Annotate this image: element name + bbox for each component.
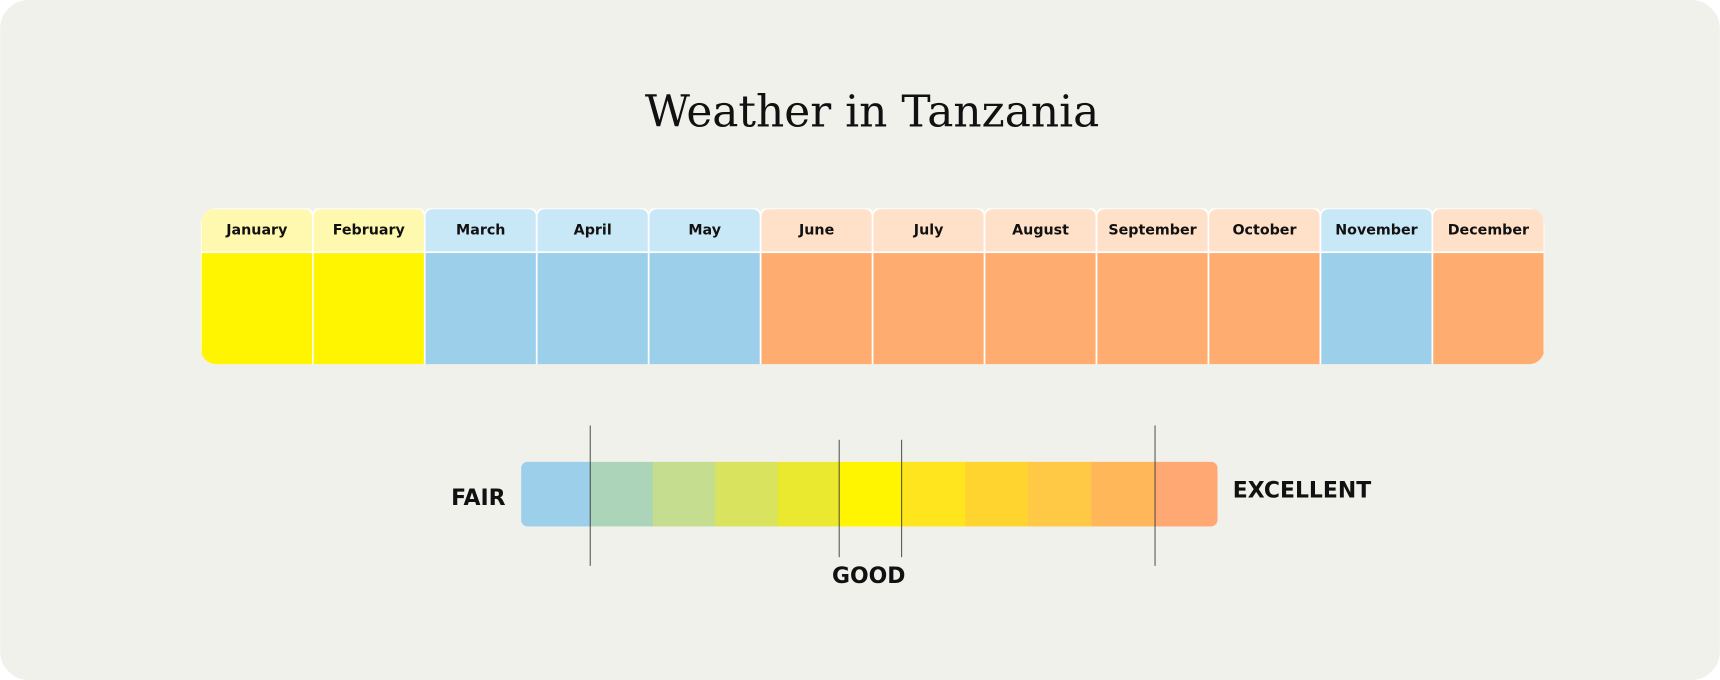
month-cell bbox=[759, 251, 874, 365]
month-label: June bbox=[798, 222, 834, 238]
month-cell bbox=[535, 251, 650, 365]
legend-mid: GOOD bbox=[832, 564, 905, 589]
month-table: January February March April May June July Augu… bbox=[200, 208, 1545, 365]
legend-segment bbox=[901, 461, 966, 527]
legend-segment bbox=[965, 461, 1029, 527]
legend-segment bbox=[1027, 461, 1092, 527]
month-label: May bbox=[688, 222, 721, 238]
legend-segment bbox=[652, 461, 716, 527]
legend-segment bbox=[715, 461, 779, 527]
month-label: October bbox=[1232, 222, 1296, 238]
legend-segment bbox=[521, 461, 591, 527]
month-label: February bbox=[333, 222, 406, 238]
month-cell bbox=[200, 251, 314, 365]
title: Weather in Tanzania bbox=[645, 87, 1099, 138]
month-label: December bbox=[1448, 222, 1529, 238]
month-label: April bbox=[574, 222, 612, 238]
legend-segment bbox=[590, 461, 654, 527]
month-cell bbox=[647, 251, 762, 365]
legend-segment bbox=[1155, 461, 1218, 527]
month-cell bbox=[1095, 251, 1210, 365]
legend: FAIR GOOD EXCELLENT bbox=[451, 425, 1371, 589]
month-label: March bbox=[456, 222, 505, 238]
month-cell bbox=[871, 251, 986, 365]
month-cell bbox=[311, 251, 426, 365]
month-label: August bbox=[1012, 222, 1069, 238]
month-label: September bbox=[1108, 222, 1196, 238]
legend-segment bbox=[1091, 461, 1156, 527]
legend-low: FAIR bbox=[451, 486, 506, 511]
legend-segment bbox=[839, 461, 903, 527]
month-label: July bbox=[913, 222, 944, 238]
month-cell bbox=[1319, 251, 1434, 365]
month-label: January bbox=[225, 222, 288, 238]
legend-high: EXCELLENT bbox=[1233, 478, 1371, 503]
month-label: November bbox=[1335, 222, 1417, 238]
month-cell bbox=[423, 251, 538, 365]
month-cell bbox=[1431, 251, 1545, 365]
legend-bar bbox=[521, 461, 1218, 527]
month-cell bbox=[983, 251, 1098, 365]
month-cell bbox=[1207, 251, 1322, 365]
legend-segment bbox=[777, 461, 840, 527]
